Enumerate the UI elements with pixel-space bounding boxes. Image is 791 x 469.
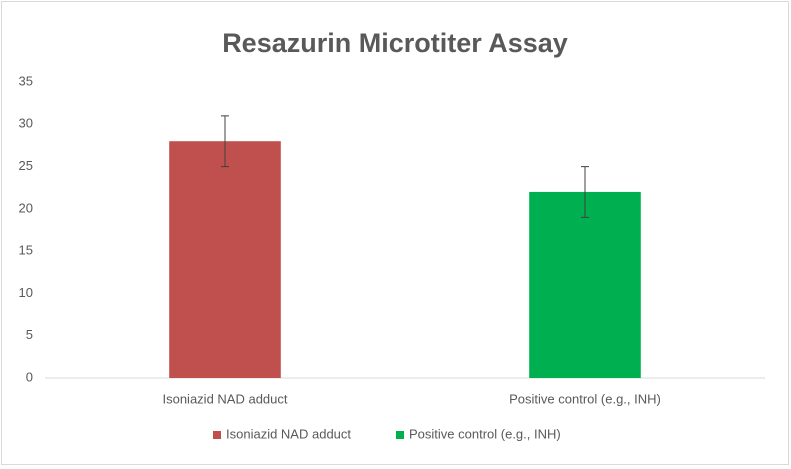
y-tick-label: 25	[19, 158, 33, 173]
bar	[529, 191, 641, 378]
y-tick-label: 5	[26, 327, 33, 342]
legend-swatch	[213, 431, 221, 439]
y-tick-label: 15	[19, 243, 33, 258]
legend-label: Positive control (e.g., INH)	[409, 426, 561, 441]
error-bar	[581, 166, 589, 218]
y-tick-label: 10	[19, 285, 33, 300]
legend-swatch	[396, 431, 404, 439]
y-tick-label: 30	[19, 116, 33, 131]
x-tick-label: Positive control (e.g., INH)	[509, 391, 661, 406]
y-tick-label: 35	[19, 73, 33, 88]
y-tick-label: 20	[19, 200, 33, 215]
y-tick-label: 0	[26, 369, 33, 384]
x-tick-label: Isoniazid NAD adduct	[162, 391, 287, 406]
error-bar	[221, 115, 229, 168]
legend-label: Isoniazid NAD adduct	[226, 426, 351, 441]
bar	[169, 141, 281, 378]
chart-title: Resazurin Microtiter Assay	[222, 28, 568, 58]
